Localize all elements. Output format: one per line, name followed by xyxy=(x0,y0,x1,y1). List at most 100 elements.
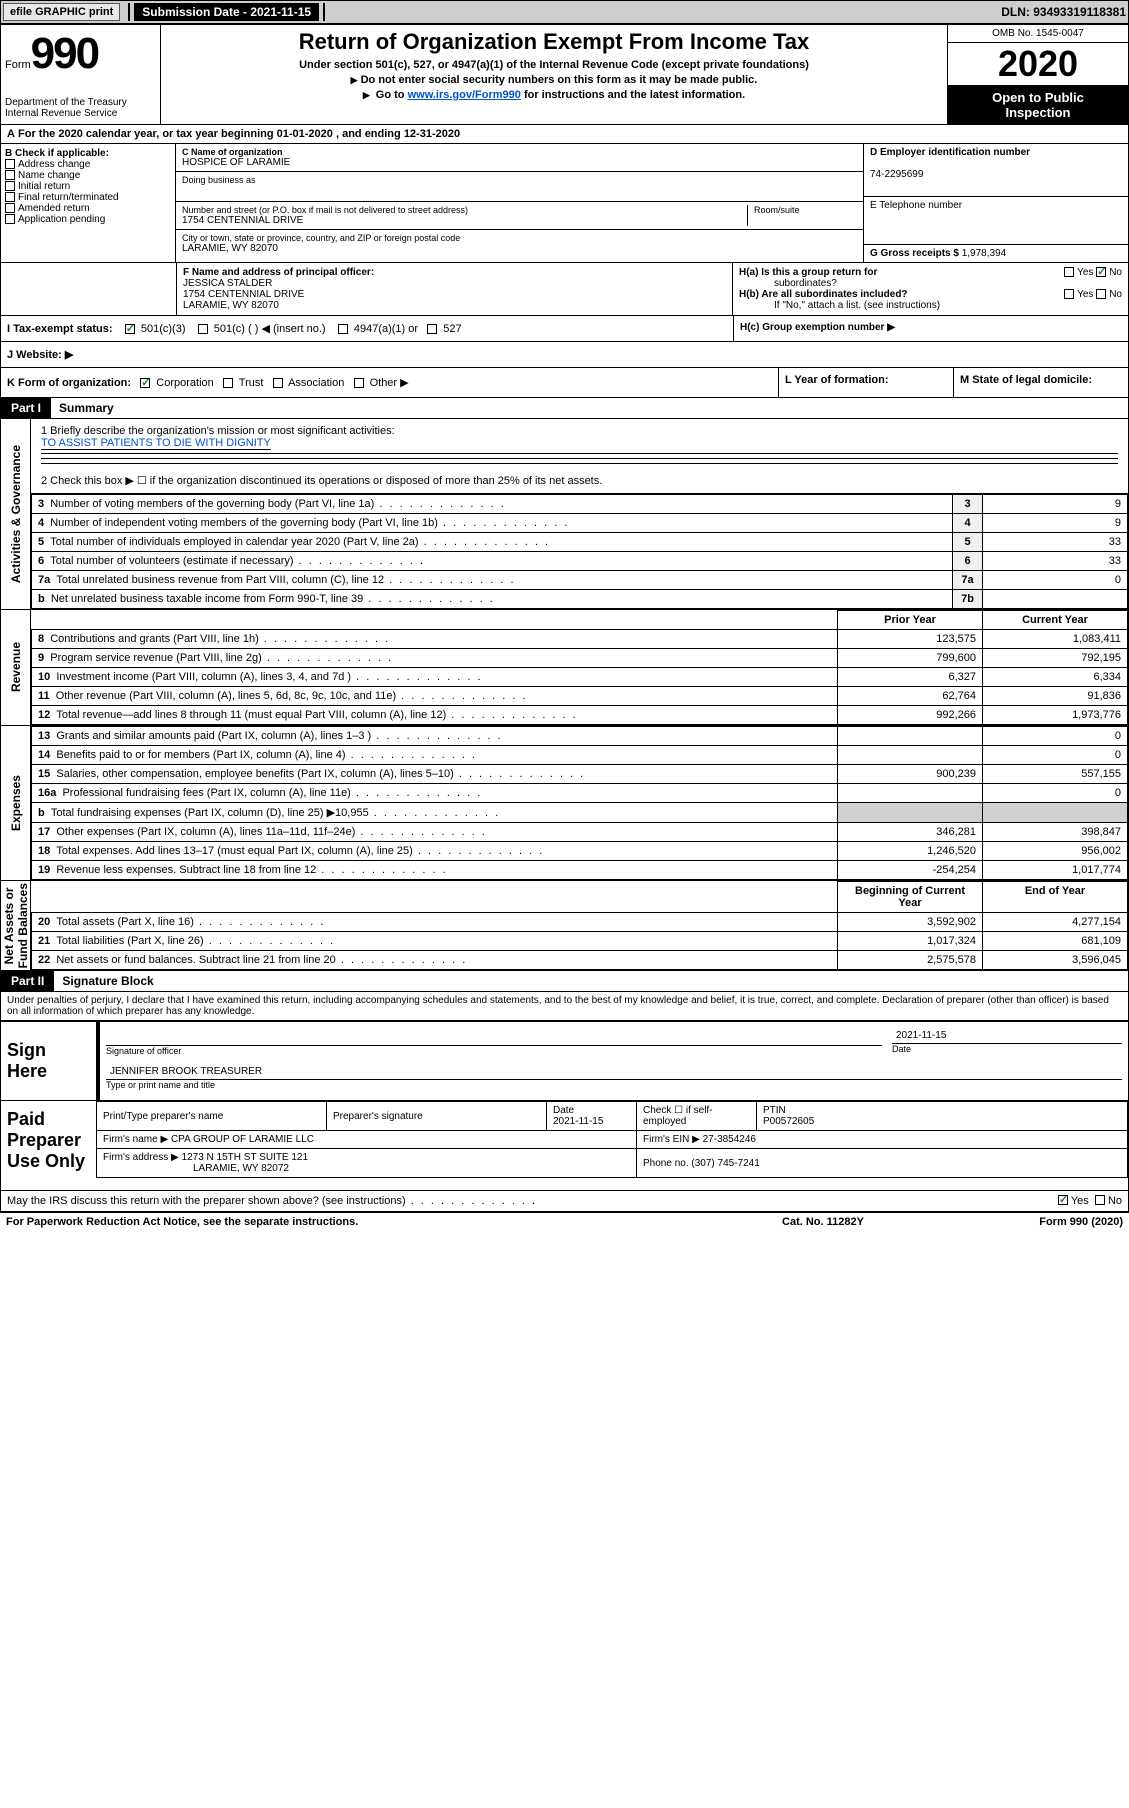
row-desc: 18 Total expenses. Add lines 13–17 (must… xyxy=(32,842,838,861)
i-o4: 527 xyxy=(443,323,461,335)
row-desc: 9 Program service revenue (Part VIII, li… xyxy=(32,649,838,668)
side-expenses: Expenses xyxy=(1,726,31,880)
checkbox-hb-yes[interactable] xyxy=(1064,289,1074,299)
footer-left: For Paperwork Reduction Act Notice, see … xyxy=(6,1216,723,1228)
i-label: I Tax-exempt status: xyxy=(7,323,113,335)
instr2-prefix: Go to xyxy=(376,89,408,101)
table-row: 19 Revenue less expenses. Subtract line … xyxy=(32,861,1128,880)
checkbox-ha-yes[interactable] xyxy=(1064,267,1074,277)
table-row: 8 Contributions and grants (Part VIII, l… xyxy=(32,630,1128,649)
row-desc: 11 Other revenue (Part VIII, column (A),… xyxy=(32,687,838,706)
firm-phone: (307) 745-7241 xyxy=(691,1158,759,1169)
table-row: b Total fundraising expenses (Part IX, c… xyxy=(32,803,1128,823)
period-begin: 01-01-2020 xyxy=(277,128,333,140)
row-prior: -254,254 xyxy=(838,861,983,880)
preparer-label: Paid Preparer Use Only xyxy=(1,1101,96,1190)
open-to-public: Open to Public Inspection xyxy=(948,86,1128,124)
d-label: D Employer identification number xyxy=(870,147,1030,158)
form-number: 990 xyxy=(31,29,98,79)
dln-label: DLN: 93493319118381 xyxy=(1001,5,1126,19)
instruction-2: Go to www.irs.gov/Form990 for instructio… xyxy=(165,89,943,101)
checkbox-501c3[interactable] xyxy=(125,324,135,334)
row-desc: 3 Number of voting members of the govern… xyxy=(32,495,953,514)
row-desc: 5 Total number of individuals employed i… xyxy=(32,533,953,552)
row-prior: 2,575,578 xyxy=(838,951,983,970)
m-label: M State of legal domicile: xyxy=(960,374,1092,386)
irs-link[interactable]: www.irs.gov/Form990 xyxy=(408,89,521,101)
j-box: J Website: ▶ xyxy=(1,342,1128,367)
table-row: 22 Net assets or fund balances. Subtract… xyxy=(32,951,1128,970)
table-row: 10 Investment income (Part VIII, column … xyxy=(32,668,1128,687)
form-subtitle: Under section 501(c), 527, or 4947(a)(1)… xyxy=(165,59,943,71)
discuss-row: May the IRS discuss this return with the… xyxy=(1,1190,1128,1211)
table-row: 17 Other expenses (Part IX, column (A), … xyxy=(32,823,1128,842)
street-value: 1754 CENTENNIAL DRIVE xyxy=(182,215,747,226)
row-prior: 123,575 xyxy=(838,630,983,649)
table-row: 12 Total revenue—add lines 8 through 11 … xyxy=(32,706,1128,725)
ptin-label: PTIN xyxy=(763,1105,786,1116)
instruction-1: Do not enter social security numbers on … xyxy=(165,74,943,86)
checkbox-corporation[interactable] xyxy=(140,378,150,388)
expenses-section: Expenses 13 Grants and similar amounts p… xyxy=(1,726,1128,881)
table-row: 7a Total unrelated business revenue from… xyxy=(32,571,1128,590)
checkbox-address-change[interactable] xyxy=(5,159,15,169)
gross-receipts: 1,978,394 xyxy=(962,248,1007,259)
row-current: 6,334 xyxy=(983,668,1128,687)
g-row: G Gross receipts $ 1,978,394 xyxy=(864,245,1128,262)
checkbox-trust[interactable] xyxy=(223,378,233,388)
b-item: Application pending xyxy=(18,214,105,225)
checkbox-name-change[interactable] xyxy=(5,170,15,180)
checkbox-association[interactable] xyxy=(273,378,283,388)
table-row: 18 Total expenses. Add lines 13–17 (must… xyxy=(32,842,1128,861)
checkbox-discuss-yes[interactable] xyxy=(1058,1195,1068,1205)
hdr-end: End of Year xyxy=(983,882,1128,913)
row-current: 681,109 xyxy=(983,932,1128,951)
checkbox-501c[interactable] xyxy=(198,324,208,334)
firm-name-label: Firm's name ▶ xyxy=(103,1134,168,1145)
checkbox-hb-no[interactable] xyxy=(1096,289,1106,299)
efile-button[interactable]: efile GRAPHIC print xyxy=(3,3,120,21)
tax-year: 2020 xyxy=(948,43,1128,86)
checkbox-ha-no[interactable] xyxy=(1096,267,1106,277)
city-label: City or town, state or province, country… xyxy=(182,233,857,243)
form-title: Return of Organization Exempt From Incom… xyxy=(165,29,943,55)
discuss-text: May the IRS discuss this return with the… xyxy=(7,1195,1058,1207)
b-item: Final return/terminated xyxy=(18,192,119,203)
row-current: 956,002 xyxy=(983,842,1128,861)
checkbox-527[interactable] xyxy=(427,324,437,334)
signature-line[interactable] xyxy=(106,1028,882,1046)
prep-col1: Print/Type preparer's name xyxy=(97,1102,327,1131)
row-desc: 10 Investment income (Part VIII, column … xyxy=(32,668,838,687)
row-current: 0 xyxy=(983,784,1128,803)
section-klm: K Form of organization: Corporation Trus… xyxy=(1,368,1128,398)
table-row: 6 Total number of volunteers (estimate i… xyxy=(32,552,1128,571)
hc-label: H(c) Group exemption number ▶ xyxy=(740,322,895,333)
officer-name: JESSICA STALDER xyxy=(183,278,272,289)
checkbox-discuss-no[interactable] xyxy=(1095,1195,1105,1205)
row-current: 1,973,776 xyxy=(983,706,1128,725)
footer-form-num: 990 xyxy=(1070,1216,1088,1228)
top-bar: efile GRAPHIC print Submission Date - 20… xyxy=(0,0,1129,24)
checkbox-other[interactable] xyxy=(354,378,364,388)
checkbox-initial-return[interactable] xyxy=(5,181,15,191)
ha-label: H(a) Is this a group return for xyxy=(739,267,877,278)
table-row: 15 Salaries, other compensation, employe… xyxy=(32,765,1128,784)
firm-addr2: LARAMIE, WY 82072 xyxy=(193,1163,289,1174)
col-b: B Check if applicable: Address change Na… xyxy=(1,144,176,262)
side-label-rev: Revenue xyxy=(9,642,23,692)
sign-body: Signature of officer 2021-11-15 Date JEN… xyxy=(96,1022,1128,1100)
k-o2: Trust xyxy=(239,377,264,389)
row-desc: 15 Salaries, other compensation, employe… xyxy=(32,765,838,784)
no-label: No xyxy=(1109,289,1122,300)
checkbox-4947[interactable] xyxy=(338,324,348,334)
row-current: 0 xyxy=(983,746,1128,765)
checkbox-amended-return[interactable] xyxy=(5,203,15,213)
part1-header: Part I xyxy=(1,398,51,418)
hb-label: H(b) Are all subordinates included? xyxy=(739,289,908,300)
date-label: Date xyxy=(892,1044,1122,1054)
row-desc: b Total fundraising expenses (Part IX, c… xyxy=(32,803,838,823)
checkbox-final-return[interactable] xyxy=(5,192,15,202)
spacer xyxy=(1,263,176,315)
row-value: 9 xyxy=(983,514,1128,533)
checkbox-application-pending[interactable] xyxy=(5,214,15,224)
